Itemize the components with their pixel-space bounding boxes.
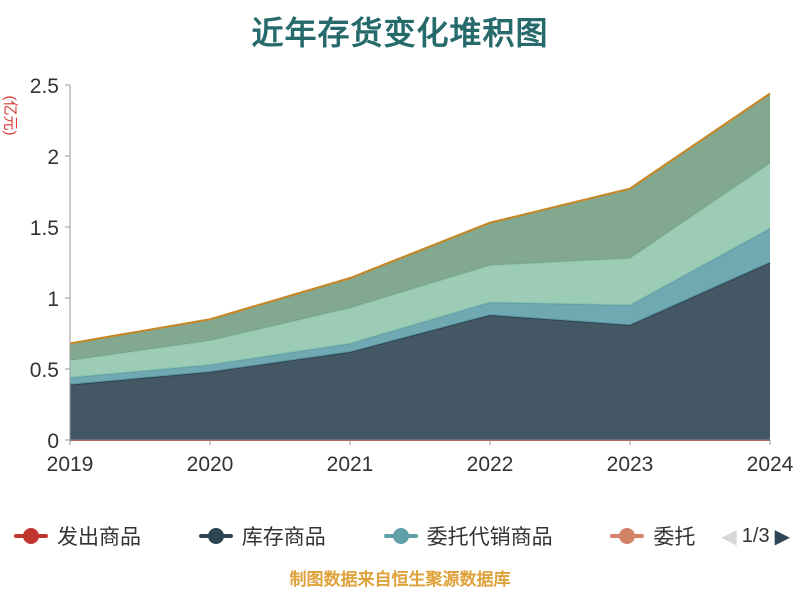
line-series-5 xyxy=(69,92,771,345)
x-tick-label: 2021 xyxy=(327,453,374,476)
legend-line-marker-icon xyxy=(14,528,48,544)
legend-item-label: 库存商品 xyxy=(241,526,326,549)
legend-items: 发出商品 库存商品 委托代销商品 委托 xyxy=(14,521,695,551)
legend-page-indicator: 1/3 xyxy=(741,524,770,547)
legend-item-4[interactable]: 委托 xyxy=(610,521,695,551)
legend-bar: 发出商品 库存商品 委托代销商品 委托 ◀ 1/3 ▶ xyxy=(14,517,790,555)
legend-item-1[interactable]: 发出商品 xyxy=(14,521,141,551)
legend-item-label: 发出商品 xyxy=(57,526,141,549)
y-tick-label: 0.5 xyxy=(30,359,59,382)
x-tick-label: 2019 xyxy=(47,453,94,476)
legend-prev-arrow-icon[interactable]: ◀ xyxy=(721,525,737,548)
legend-item-2[interactable]: 库存商品 xyxy=(198,521,326,551)
legend-line-marker-icon xyxy=(198,528,233,544)
y-tick-label: 1 xyxy=(47,288,59,311)
area-series-2 xyxy=(70,228,770,385)
y-tick-label: 0 xyxy=(47,430,59,453)
y-tick-label: 1.5 xyxy=(30,217,59,240)
area-series-3 xyxy=(70,163,770,378)
x-tick-label: 2024 xyxy=(747,453,794,476)
y-tick-label: 2.5 xyxy=(30,75,59,98)
x-tick-label: 2023 xyxy=(607,453,654,476)
legend-line-marker-icon xyxy=(610,528,645,544)
area-series-4 xyxy=(70,93,770,361)
legend-line-marker-icon xyxy=(383,528,418,544)
area-series-1 xyxy=(70,262,770,440)
legend-pager: ◀ 1/3 ▶ xyxy=(721,524,790,549)
stacked-area-chart: 0 0.5 1 1.5 2 2.5 2019 2020 2021 2022 2023 2024 xyxy=(30,75,794,476)
legend-item-3[interactable]: 委托代销商品 xyxy=(383,521,553,551)
x-tick-label: 2022 xyxy=(467,453,514,476)
x-tick-label: 2020 xyxy=(187,453,234,476)
chart-title: 近年存货变化堆积图 xyxy=(251,15,549,51)
data-source-note: 制图数据来自恒生聚源数据库 xyxy=(289,570,511,589)
legend-next-arrow-icon[interactable]: ▶ xyxy=(774,525,790,548)
y-tick-label: 2 xyxy=(47,146,59,169)
legend-item-label: 委托代销商品 xyxy=(426,526,553,549)
legend-item-label: 委托 xyxy=(653,526,696,549)
